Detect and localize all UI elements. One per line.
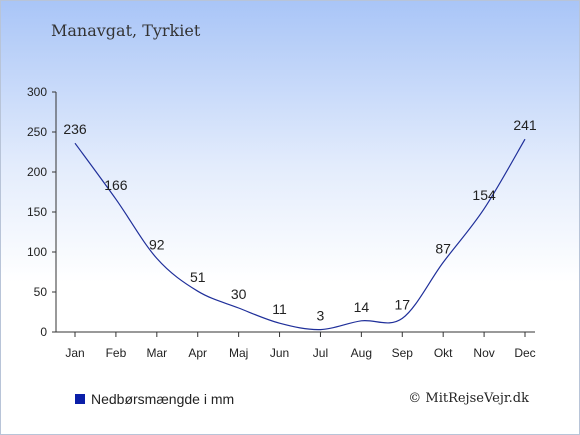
data-label: 166 [104,177,128,193]
x-tick-label: Okt [434,346,453,360]
data-label: 30 [231,286,247,302]
x-tick-label: Jun [270,346,289,360]
x-tick-label: Aug [351,346,372,360]
y-tick-label: 300 [27,85,47,99]
x-tick-label: Jan [65,346,84,360]
x-tick-label: Dec [514,346,535,360]
x-tick-label: Feb [106,346,127,360]
data-label: 87 [435,240,451,256]
data-label: 14 [354,299,370,315]
data-label: 51 [190,269,206,285]
data-label: 3 [317,308,325,324]
data-label: 154 [472,187,496,203]
legend-swatch [75,394,85,404]
x-tick-label: Maj [229,346,248,360]
legend: Nedbørsmængde i mm [75,391,234,407]
y-tick-label: 100 [27,245,47,259]
chart-title: Manavgat, Tyrkiet [51,21,201,40]
precipitation-line [74,138,526,331]
x-tick-label: Apr [188,346,207,360]
y-tick-label: 250 [27,125,47,139]
data-label: 17 [394,296,410,312]
x-tick-label: Nov [473,346,494,360]
y-tick-label: 0 [40,325,47,339]
x-tick-label: Sep [392,346,414,360]
y-tick-label: 150 [27,205,47,219]
copyright-text: © MitRejseVejr.dk [408,391,529,406]
x-tick-label: Mar [146,346,167,360]
y-tick-label: 200 [27,165,47,179]
legend-label: Nedbørsmængde i mm [91,391,235,407]
y-tick-label: 50 [34,285,48,299]
data-label: 92 [149,236,165,252]
data-label: 236 [63,121,87,137]
x-tick-label: Jul [313,346,328,360]
data-label: 241 [513,117,537,133]
data-label: 11 [272,301,287,317]
